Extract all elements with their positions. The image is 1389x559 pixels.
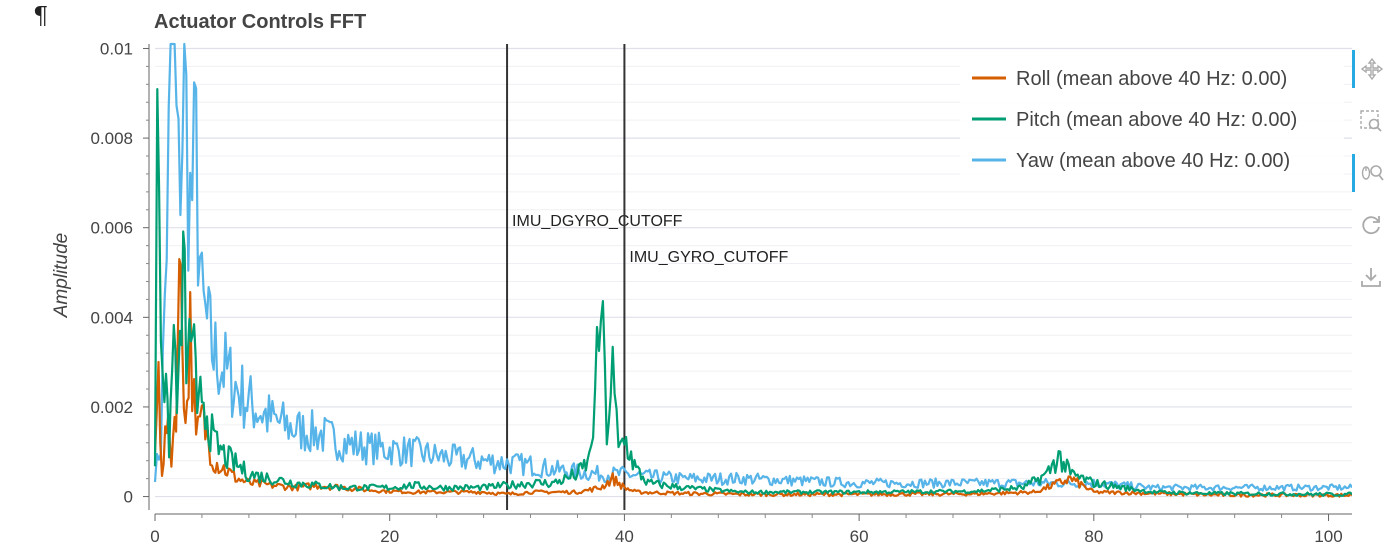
series-line (153, 88, 1352, 497)
fft-chart[interactable]: IMU_DGYRO_CUTOFF IMU_GYRO_CUTOFF 0 0.002 0.… (0, 0, 1352, 559)
y-tick-label: 0 (124, 488, 133, 507)
chart-title: Actuator Controls FFT (154, 11, 366, 33)
x-tick-label: 0 (150, 527, 159, 546)
save-icon (1360, 268, 1381, 287)
wheel-zoom-icon (1361, 165, 1384, 181)
y-tick-label: 0.002 (90, 398, 133, 417)
legend-entry: Pitch (mean above 40 Hz: 0.00) (1016, 109, 1297, 131)
legend-background (960, 57, 1344, 185)
y-tick-label: 0.008 (90, 129, 133, 148)
x-tick-label: 60 (850, 527, 869, 546)
reset-tool-button[interactable] (1352, 206, 1389, 244)
chart-toolbar (1352, 42, 1389, 312)
series-line (153, 42, 1352, 492)
cutoff-label: IMU_DGYRO_CUTOFF (512, 213, 683, 230)
wheel-zoom-tool-button[interactable] (1352, 154, 1389, 192)
cutoff-lines: IMU_DGYRO_CUTOFF IMU_GYRO_CUTOFF (506, 44, 788, 510)
cutoff-label: IMU_GYRO_CUTOFF (629, 249, 788, 266)
chart-axes: 0 0.002 0.004 0.006 0.008 0.01 0 20 40 60 80 100 (90, 39, 1352, 546)
save-tool-button[interactable] (1352, 258, 1389, 296)
y-tick-label: 0.01 (100, 39, 133, 58)
x-tick-label: 20 (380, 527, 399, 546)
pan-tool-button[interactable] (1352, 50, 1389, 88)
box-zoom-icon (1359, 110, 1382, 132)
legend-entry: Yaw (mean above 40 Hz: 0.00) (1016, 150, 1290, 172)
y-tick-label: 0.006 (90, 219, 133, 238)
pan-icon (1360, 57, 1384, 81)
pilcrow-mark: ¶ (33, 2, 49, 30)
reset-icon (1361, 216, 1380, 235)
x-tick-label: 80 (1084, 527, 1103, 546)
legend-entry: Roll (mean above 40 Hz: 0.00) (1016, 68, 1287, 90)
x-tick-label: 40 (615, 527, 634, 546)
chart-legend[interactable]: Roll (mean above 40 Hz: 0.00) Pitch (mean… (960, 57, 1344, 185)
x-tick-label: 100 (1314, 527, 1342, 546)
y-axis-label: Amplitude (51, 233, 72, 319)
y-tick-label: 0.004 (90, 308, 133, 327)
box-zoom-tool-button[interactable] (1352, 102, 1389, 140)
chart-series (153, 42, 1352, 498)
